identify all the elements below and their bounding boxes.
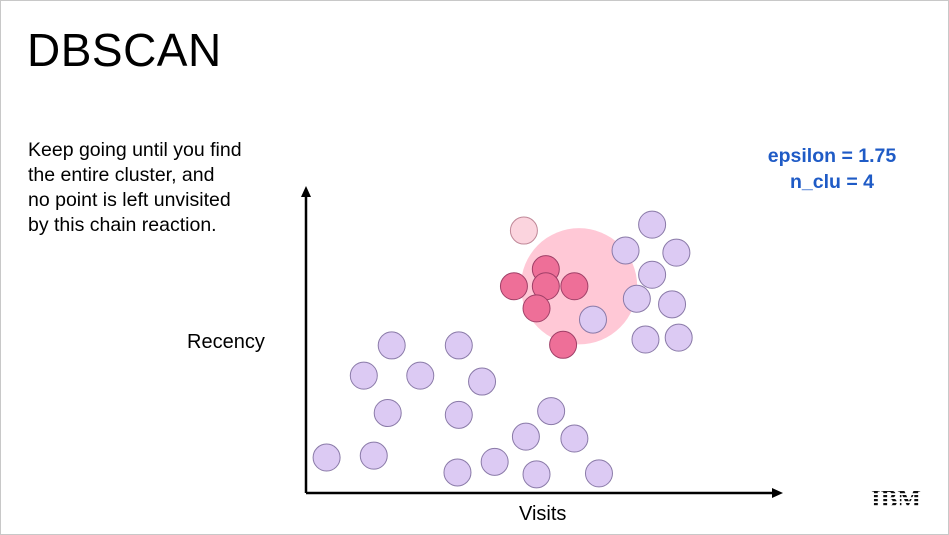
unvisited-point (560, 424, 589, 453)
unvisited-point (638, 210, 667, 239)
slide-title: DBSCAN (27, 24, 222, 76)
parameters-box: epsilon = 1.75 n_clu = 4 (752, 143, 912, 195)
description-text: Keep going until you find the entire clu… (28, 138, 278, 238)
unvisited-point (631, 325, 660, 354)
epsilon-label: epsilon = 1.75 (767, 145, 897, 167)
unvisited-point (611, 236, 640, 265)
unvisited-point (443, 458, 472, 487)
unvisited-point (537, 397, 566, 426)
unvisited-point (664, 323, 693, 352)
unvisited-point (584, 459, 613, 488)
unvisited-point (638, 260, 667, 289)
unvisited-point (622, 284, 651, 313)
description-line: by this chain reaction. (28, 214, 217, 236)
n-clu-label: n_clu = 4 (790, 171, 874, 193)
y-axis-arrow (301, 186, 311, 197)
x-axis-arrow (772, 488, 783, 498)
unvisited-point (359, 441, 388, 470)
description-line: Keep going until you find (28, 139, 242, 161)
cluster-point (549, 330, 578, 359)
unvisited-point (377, 331, 406, 360)
cluster-point (560, 272, 589, 301)
unvisited-point (658, 290, 687, 319)
unvisited-point (349, 361, 378, 390)
cluster-point (499, 272, 528, 301)
unvisited-point (480, 447, 509, 476)
visited-point (509, 216, 538, 245)
unvisited-point (662, 238, 691, 267)
unvisited-point (312, 443, 341, 472)
x-axis-label: Visits (519, 503, 567, 525)
unvisited-point (444, 400, 473, 429)
description-line: the entire cluster, and (28, 164, 215, 186)
unvisited-point (373, 398, 402, 427)
unvisited-point (578, 305, 607, 334)
unvisited-point (444, 331, 473, 360)
ibm-logo: IBM (871, 486, 921, 510)
description-line: no point is left unvisited (28, 189, 231, 211)
unvisited-point (406, 361, 435, 390)
unvisited-point (522, 460, 551, 489)
y-axis-label: Recency (187, 331, 265, 353)
cluster-point (522, 294, 551, 323)
unvisited-point (468, 367, 497, 396)
unvisited-point (511, 422, 540, 451)
